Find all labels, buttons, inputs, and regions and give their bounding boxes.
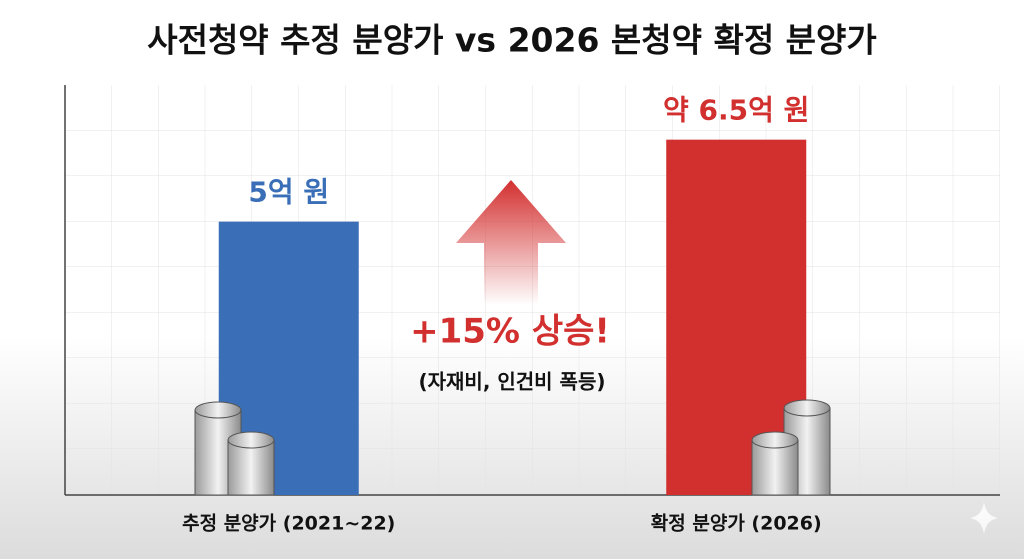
chart-title: 사전청약 추정 분양가 vs 2026 본청약 확정 분양가 (147, 21, 877, 60)
x-tick-label: 확정 분양가 (2026) (651, 512, 822, 535)
coins-left (194, 401, 275, 496)
value-label: 5억 원 (248, 176, 329, 209)
sparkle-icon (970, 502, 998, 534)
coins-right (751, 399, 831, 496)
up-arrow (456, 180, 566, 305)
bars: 5억 원추정 분양가 (2021~22) 약 6.5억 원확정 분양가 (2026… (182, 94, 822, 535)
value-label: 약 6.5억 원 (663, 94, 809, 127)
annotation: +15% 상승! (410, 312, 610, 352)
annotation-note: (자재비, 인건비 폭등) (418, 370, 605, 394)
x-tick-label: 추정 분양가 (2021~22) (182, 513, 395, 535)
